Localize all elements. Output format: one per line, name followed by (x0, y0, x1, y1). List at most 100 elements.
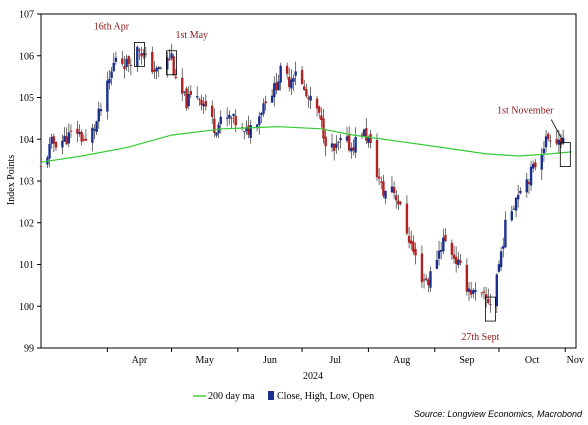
source-note: Source: Longview Economics, Macrobond (414, 409, 583, 419)
y-tick-label: 99 (24, 344, 34, 355)
candle-body (397, 200, 400, 205)
candle-body (243, 131, 246, 133)
annotation-box (484, 296, 496, 322)
candle-body (499, 251, 503, 268)
candle-body (93, 129, 96, 131)
candle-body (320, 115, 323, 121)
candle-body (264, 101, 267, 104)
candle-body (382, 181, 385, 196)
candle-body (270, 95, 274, 103)
candle-body (114, 57, 118, 62)
candle-body (425, 278, 428, 281)
candle-body (472, 290, 475, 294)
candle-body (546, 133, 550, 140)
x-tick-label: Aug (393, 355, 410, 366)
x-tick-label: Jun (263, 355, 277, 366)
candle-body (249, 125, 252, 138)
candle-body (76, 128, 79, 134)
candle-body (527, 181, 531, 185)
candle-body (151, 51, 154, 73)
candle-body (234, 115, 237, 126)
y-tick-label: 106 (19, 51, 34, 62)
x-tick-label: Apr (132, 355, 148, 366)
candle-body (187, 93, 190, 107)
candle-body (153, 69, 156, 72)
candle-body (459, 260, 462, 263)
candle-body (196, 96, 199, 98)
candle-body (99, 109, 103, 112)
y-axis: 99 100 101 102 103 104 105 106 107 (19, 10, 577, 355)
candle-body (52, 136, 56, 144)
candle-body (202, 103, 205, 107)
candle-body (384, 191, 387, 199)
candle-body (200, 100, 203, 106)
candle-body (369, 133, 372, 143)
candlestick-series (39, 43, 565, 314)
candle-body (332, 143, 336, 151)
candle-body (170, 53, 173, 59)
candle-body (65, 136, 68, 145)
candle-body (123, 66, 126, 70)
candle-body (352, 147, 355, 151)
candle-body (467, 288, 471, 292)
annotation-label: 16th Apr (94, 21, 130, 32)
candle-body (452, 254, 456, 259)
candle-body (502, 246, 505, 249)
candle-body (405, 203, 409, 234)
candle-body (290, 79, 293, 89)
candle-body (106, 80, 109, 112)
candle-body (232, 113, 235, 116)
candle-body (465, 264, 469, 292)
candle-body (294, 71, 297, 76)
candle-body (339, 137, 342, 141)
candle-body (559, 138, 563, 145)
candle-body (82, 139, 85, 141)
candle-body (112, 62, 115, 72)
candle-body (375, 140, 379, 178)
candle-body (427, 279, 430, 286)
y-tick-label: 102 (19, 218, 34, 229)
candle-body (108, 78, 111, 84)
y-tick-label: 103 (19, 177, 34, 188)
candle-body (337, 141, 340, 143)
candle-body (255, 124, 259, 129)
candle-body (157, 67, 160, 69)
candle-body (174, 76, 178, 79)
candle-body (307, 97, 310, 99)
candle-body (555, 139, 558, 144)
moving-average-series (40, 126, 572, 163)
candle-body (181, 77, 184, 94)
candle-body (84, 138, 88, 141)
candle-body (399, 201, 402, 204)
candle-body (345, 136, 349, 141)
candle-body (292, 77, 295, 82)
candle-body (380, 181, 383, 183)
candle-body (484, 294, 488, 299)
candle-body (407, 235, 411, 243)
candle-body (457, 259, 460, 265)
candle-body (121, 58, 124, 64)
candle-body (390, 186, 394, 193)
candle-body (454, 256, 458, 265)
candle-body (225, 117, 229, 119)
candle-body (414, 248, 417, 256)
candle-body (435, 259, 439, 269)
candle-body (228, 114, 231, 119)
candle-body (288, 76, 291, 88)
candle-body (422, 279, 426, 281)
x-tick-label: Jul (329, 355, 341, 366)
candle-body (532, 163, 535, 169)
candle-body (67, 132, 71, 144)
candle-body (110, 71, 113, 78)
candle-body (497, 264, 501, 272)
candle-body (183, 91, 186, 93)
candle-body (362, 129, 366, 137)
candle-body (525, 179, 528, 193)
annotations: 16th Apr 1st May 27th Sept 1st November (94, 21, 571, 343)
candle-body (262, 103, 265, 114)
candle-body (277, 81, 280, 91)
candle-body (211, 105, 214, 117)
candle-body (324, 136, 327, 147)
candle-body (69, 130, 73, 132)
